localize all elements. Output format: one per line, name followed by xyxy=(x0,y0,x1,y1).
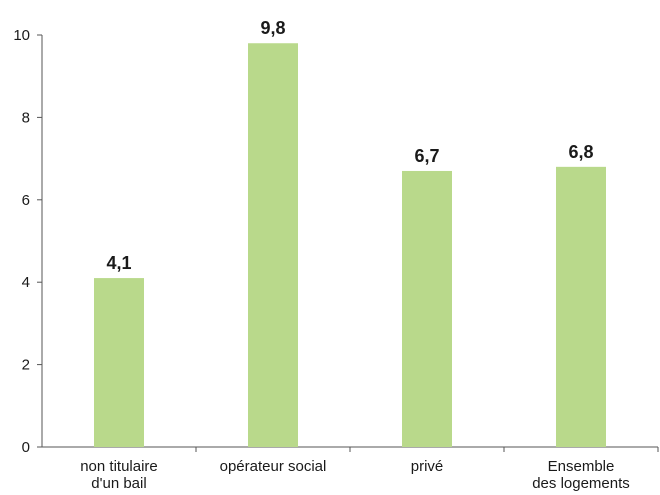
category-label: privé xyxy=(411,458,444,475)
y-axis-ticks: 0 2 4 6 8 10 xyxy=(13,27,42,456)
bar xyxy=(94,278,144,447)
category-labels: non titulaire d'un bail opérateur social pr… xyxy=(80,458,630,492)
bar xyxy=(556,166,606,447)
y-tick-label: 2 xyxy=(22,357,30,374)
category-label: Ensemble des logements xyxy=(532,458,630,492)
y-tick-label: 4 xyxy=(22,274,30,291)
y-tick-label: 10 xyxy=(13,27,30,44)
value-label: 4,1 xyxy=(106,253,131,273)
y-tick-label: 8 xyxy=(22,109,30,126)
bar xyxy=(402,170,452,447)
bars xyxy=(94,43,606,448)
bar xyxy=(248,43,298,448)
y-tick-label: 6 xyxy=(22,192,30,209)
y-tick-label: 0 xyxy=(22,439,30,456)
category-label: non titulaire d'un bail xyxy=(80,458,158,492)
value-label: 6,7 xyxy=(414,146,439,166)
category-label: opérateur social xyxy=(220,458,327,475)
axes xyxy=(41,35,659,452)
value-label: 9,8 xyxy=(260,18,285,38)
value-labels: 4,1 9,8 6,7 6,8 xyxy=(106,18,593,273)
value-label: 6,8 xyxy=(568,142,593,162)
